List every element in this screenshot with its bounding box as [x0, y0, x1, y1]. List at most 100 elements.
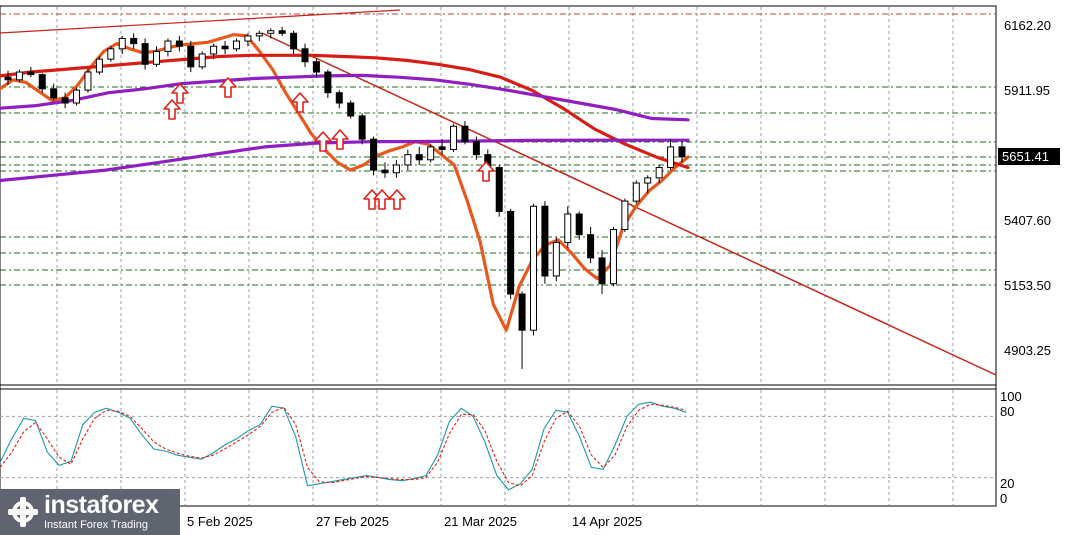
candle-body-26: [301, 48, 309, 63]
candle-body-49: [564, 213, 572, 243]
candle-body-53: [609, 229, 617, 285]
upper-trendline: [0, 9, 401, 34]
candlesticks: [4, 26, 686, 369]
candle-body-7: [84, 71, 92, 91]
candle-body-14: [164, 40, 172, 52]
candle-body-34: [392, 164, 400, 174]
candle-body-5: [61, 97, 69, 104]
candle-body-47: [541, 205, 549, 277]
chart-frame: [0, 5, 997, 507]
fast-ma-line: [0, 32, 690, 332]
candle-body-17: [198, 53, 206, 68]
candle-body-18: [210, 45, 218, 55]
candle-body-29: [335, 92, 343, 104]
up-arrow-icon-2: [219, 77, 237, 98]
candle-body-20: [232, 40, 240, 50]
candle-body-54: [621, 200, 629, 231]
candle-body-19: [221, 45, 229, 50]
candle-body-55: [632, 182, 640, 202]
date-label-4: 14 Apr 2025: [572, 514, 642, 529]
candle-body-13: [153, 50, 161, 65]
date-label-1: 5 Feb 2025: [187, 514, 253, 529]
vertical-grid: [56, 7, 954, 505]
candle-body-16: [187, 45, 195, 68]
candle-body-24: [278, 30, 286, 34]
candle-body-48: [552, 241, 560, 277]
up-arrow-icon-4: [314, 131, 332, 152]
candle-body-15: [175, 40, 183, 47]
horizontal-levels: [0, 13, 996, 286]
moving-averages: [0, 32, 690, 332]
osc-tick-80: 80: [1000, 404, 1014, 419]
candle-body-30: [347, 102, 355, 117]
candle-body-44: [507, 210, 515, 295]
candle-body-21: [244, 35, 252, 42]
up-arrow-icon-7: [373, 189, 391, 210]
purple-ma-upper-line: [0, 73, 690, 122]
candle-body-57: [655, 167, 663, 179]
price-tick-5: 5153.50: [1004, 278, 1051, 293]
up-arrow-icon-0: [163, 99, 181, 120]
candle-body-3: [38, 74, 46, 90]
candle-body-58: [667, 146, 675, 169]
date-label-3: 21 Mar 2025: [444, 514, 517, 529]
purple-ma-lower-line: [0, 138, 690, 183]
candle-body-12: [141, 43, 149, 65]
osc-tick-0: 0: [1000, 491, 1007, 506]
candle-body-33: [381, 169, 389, 174]
stochastic-main-line: [0, 401, 687, 491]
up-arrow-icon-9: [477, 161, 495, 182]
price-tick-6: 4903.25: [1004, 343, 1051, 358]
price-tick-4: 5407.60: [1004, 213, 1051, 228]
candle-body-39: [450, 125, 458, 150]
candle-body-37: [427, 146, 435, 161]
candle-body-2: [27, 71, 35, 76]
osc-tick-20: 20: [1000, 476, 1014, 491]
candle-body-27: [312, 61, 320, 73]
logo-mark-icon: [8, 497, 38, 527]
candle-body-8: [95, 58, 103, 73]
osc-tick-100: 100: [1000, 389, 1022, 404]
instaforex-logo: instaforex Instant Forex Trading: [0, 489, 180, 535]
candle-body-45: [518, 293, 526, 331]
stochastic-oscillator: [0, 401, 996, 491]
candle-body-9: [107, 48, 115, 60]
candle-body-46: [529, 205, 537, 331]
up-arrow-icon-5: [331, 129, 349, 150]
signal-arrows: [163, 77, 495, 210]
up-arrow-icon-3: [291, 92, 309, 113]
candle-body-4: [50, 88, 58, 99]
candle-body-11: [130, 37, 138, 45]
candle-body-25: [290, 32, 298, 50]
candle-body-23: [267, 30, 275, 34]
red-ma-line: [0, 53, 690, 170]
candle-body-31: [358, 115, 366, 140]
candle-body-56: [644, 177, 652, 184]
up-arrow-icon-8: [388, 189, 406, 210]
price-tick-1: 6162.20: [1004, 18, 1051, 33]
current-price-label: 5651.41: [1002, 149, 1049, 164]
candle-body-51: [587, 234, 595, 259]
candle-body-6: [73, 89, 81, 104]
candle-body-50: [575, 213, 583, 236]
current-price-box: [998, 148, 1060, 165]
candle-body-43: [495, 167, 503, 212]
descending-trendline: [261, 32, 997, 376]
price-tick-2: 5911.95: [1004, 83, 1050, 98]
candle-body-36: [415, 154, 423, 161]
stochastic-signal-line: [0, 403, 687, 487]
candle-body-28: [324, 71, 332, 94]
candle-body-40: [461, 125, 469, 143]
candle-body-22: [255, 32, 263, 37]
candle-body-10: [118, 37, 126, 50]
candle-body-32: [370, 138, 378, 171]
date-label-2: 27 Feb 2025: [316, 514, 389, 529]
candle-body-52: [598, 257, 606, 285]
candle-body-38: [438, 146, 446, 150]
candle-body-41: [472, 141, 480, 156]
up-arrow-icon-1: [171, 83, 189, 104]
candle-body-59: [678, 146, 686, 158]
candle-body-0: [4, 76, 12, 81]
candle-body-1: [15, 71, 23, 81]
